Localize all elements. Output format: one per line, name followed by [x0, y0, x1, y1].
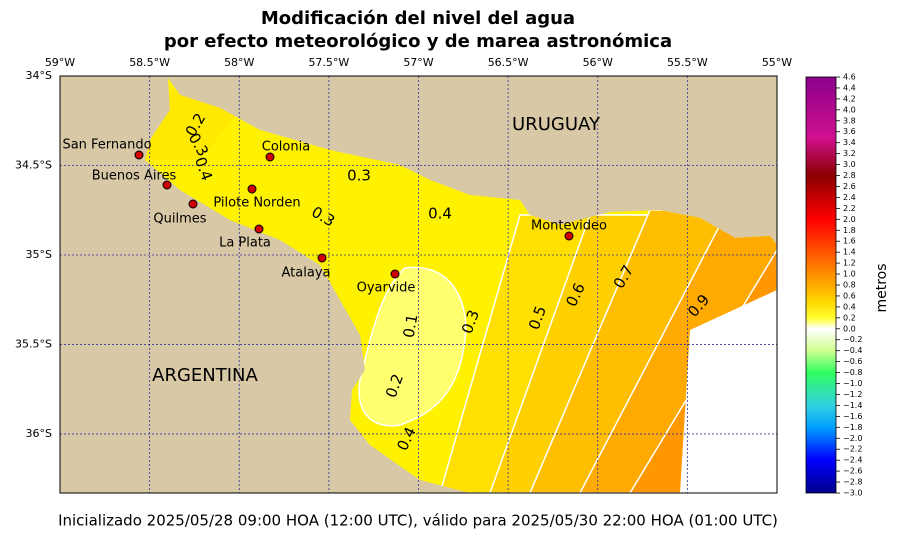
colorbar-tick-label: 1.2: [843, 259, 856, 268]
colorbar-tick-label: 3.4: [843, 138, 856, 147]
colorbar-tick-label: 3.8: [843, 116, 856, 125]
colorbar-tick-label: −0.4: [843, 346, 862, 355]
station-marker: [188, 199, 198, 209]
colorbar-tick-label: −2.0: [843, 434, 862, 443]
colorbar-tick-label: 1.8: [843, 226, 856, 235]
colorbar-tick-label: −0.2: [843, 335, 862, 344]
title: por efecto meteorológico y de marea astr…: [164, 31, 672, 52]
region-label: ARGENTINA: [152, 365, 258, 386]
place-label: Atalaya: [282, 266, 331, 281]
colorbar-tick-label: −0.6: [843, 357, 862, 366]
colorbar-tick-label: 0.8: [843, 281, 856, 290]
colorbar-tick-label: −1.2: [843, 390, 862, 399]
no-data: [680, 290, 777, 493]
colorbar-tick-label: 4.4: [843, 83, 856, 92]
map-frame: [59, 75, 778, 494]
colorbar-tick-label: 2.4: [843, 193, 856, 202]
colorbar-tick-label: 2.2: [843, 204, 856, 213]
colorbar: [805, 76, 837, 494]
lon-tick-label: 56.5°W: [488, 56, 529, 69]
colorbar-tick-label: 1.4: [843, 248, 856, 257]
lon-tick-label: 59°W: [45, 56, 75, 69]
colorbar-label: metros: [874, 263, 890, 312]
place-label: San Fernando: [62, 138, 151, 153]
colorbar-tick-label: −2.6: [843, 467, 862, 476]
colorbar-tick-label: 0.6: [843, 291, 856, 300]
colorbar-tick-label: 1.6: [843, 237, 856, 246]
contour-label: 0.4: [428, 205, 452, 223]
station-marker: [317, 253, 327, 263]
colorbar-tick-label: 3.0: [843, 160, 856, 169]
station-marker: [564, 231, 574, 241]
lon-tick-label: 57.5°W: [308, 56, 349, 69]
contour-label: 0.3: [347, 167, 371, 185]
colorbar-tick-label: 1.0: [843, 270, 856, 279]
colorbar-tick-label: 2.8: [843, 171, 856, 180]
station-marker: [390, 269, 400, 279]
place-label: Montevideo: [531, 219, 607, 234]
colorbar-tick-label: 2.6: [843, 182, 856, 191]
colorbar-tick-label: −2.2: [843, 445, 862, 454]
place-label: Pilote Norden: [213, 196, 300, 211]
colorbar-tick-label: −3.0: [843, 489, 862, 498]
lon-tick-label: 57°W: [403, 56, 433, 69]
lon-tick-label: 55.5°W: [667, 56, 708, 69]
station-marker: [134, 150, 144, 160]
title: Modificación del nivel del agua: [261, 8, 575, 29]
colorbar-tick-label: −2.8: [843, 478, 862, 487]
place-label: Oyarvide: [357, 281, 416, 296]
lat-tick-label: 36°S: [26, 427, 52, 440]
place-label: Buenos Aires: [92, 169, 177, 184]
lat-tick-label: 34.5°S: [15, 158, 52, 171]
colorbar-tick-label: −1.4: [843, 401, 862, 410]
colorbar-tick-label: 4.2: [843, 94, 856, 103]
lat-tick-label: 35°S: [26, 248, 52, 261]
colorbar-tick-label: 0.0: [843, 324, 856, 333]
colorbar-tick-label: −2.4: [843, 456, 862, 465]
colorbar-tick-label: 2.0: [843, 215, 856, 224]
station-marker: [265, 152, 275, 162]
lon-tick-label: 58°W: [224, 56, 254, 69]
colorbar-tick-label: 0.2: [843, 313, 856, 322]
place-label: Colonia: [262, 140, 310, 155]
contour-label: 0.1: [400, 313, 422, 340]
colorbar-tick-label: 4.0: [843, 105, 856, 114]
place-label: Quilmes: [153, 212, 206, 227]
colorbar-tick-label: −1.8: [843, 423, 862, 432]
colorbar-tick-label: 4.6: [843, 73, 856, 82]
lon-tick-label: 56°W: [583, 56, 613, 69]
footer: Inicializado 2025/05/28 09:00 HOA (12:00…: [58, 512, 778, 530]
colorbar-tick-label: 0.4: [843, 302, 856, 311]
lat-tick-label: 34°S: [26, 69, 52, 82]
lon-tick-label: 55°W: [762, 56, 792, 69]
colorbar-tick-label: 3.2: [843, 149, 856, 158]
place-label: La Plata: [219, 236, 271, 251]
colorbar-tick-label: −1.0: [843, 379, 862, 388]
colorbar-tick-label: −1.6: [843, 412, 862, 421]
region-label: URUGUAY: [512, 114, 601, 135]
stations: San Fernando Buenos Aires Quilmes Pilote…: [62, 138, 607, 296]
station-marker: [254, 224, 264, 234]
station-marker: [247, 184, 257, 194]
station-marker: [162, 180, 172, 190]
colorbar-tick-label: −0.8: [843, 368, 862, 377]
colorbar-tick-label: 3.6: [843, 127, 856, 136]
lon-tick-label: 58.5°W: [129, 56, 170, 69]
lat-tick-label: 35.5°S: [15, 337, 52, 350]
band: [358, 266, 467, 427]
